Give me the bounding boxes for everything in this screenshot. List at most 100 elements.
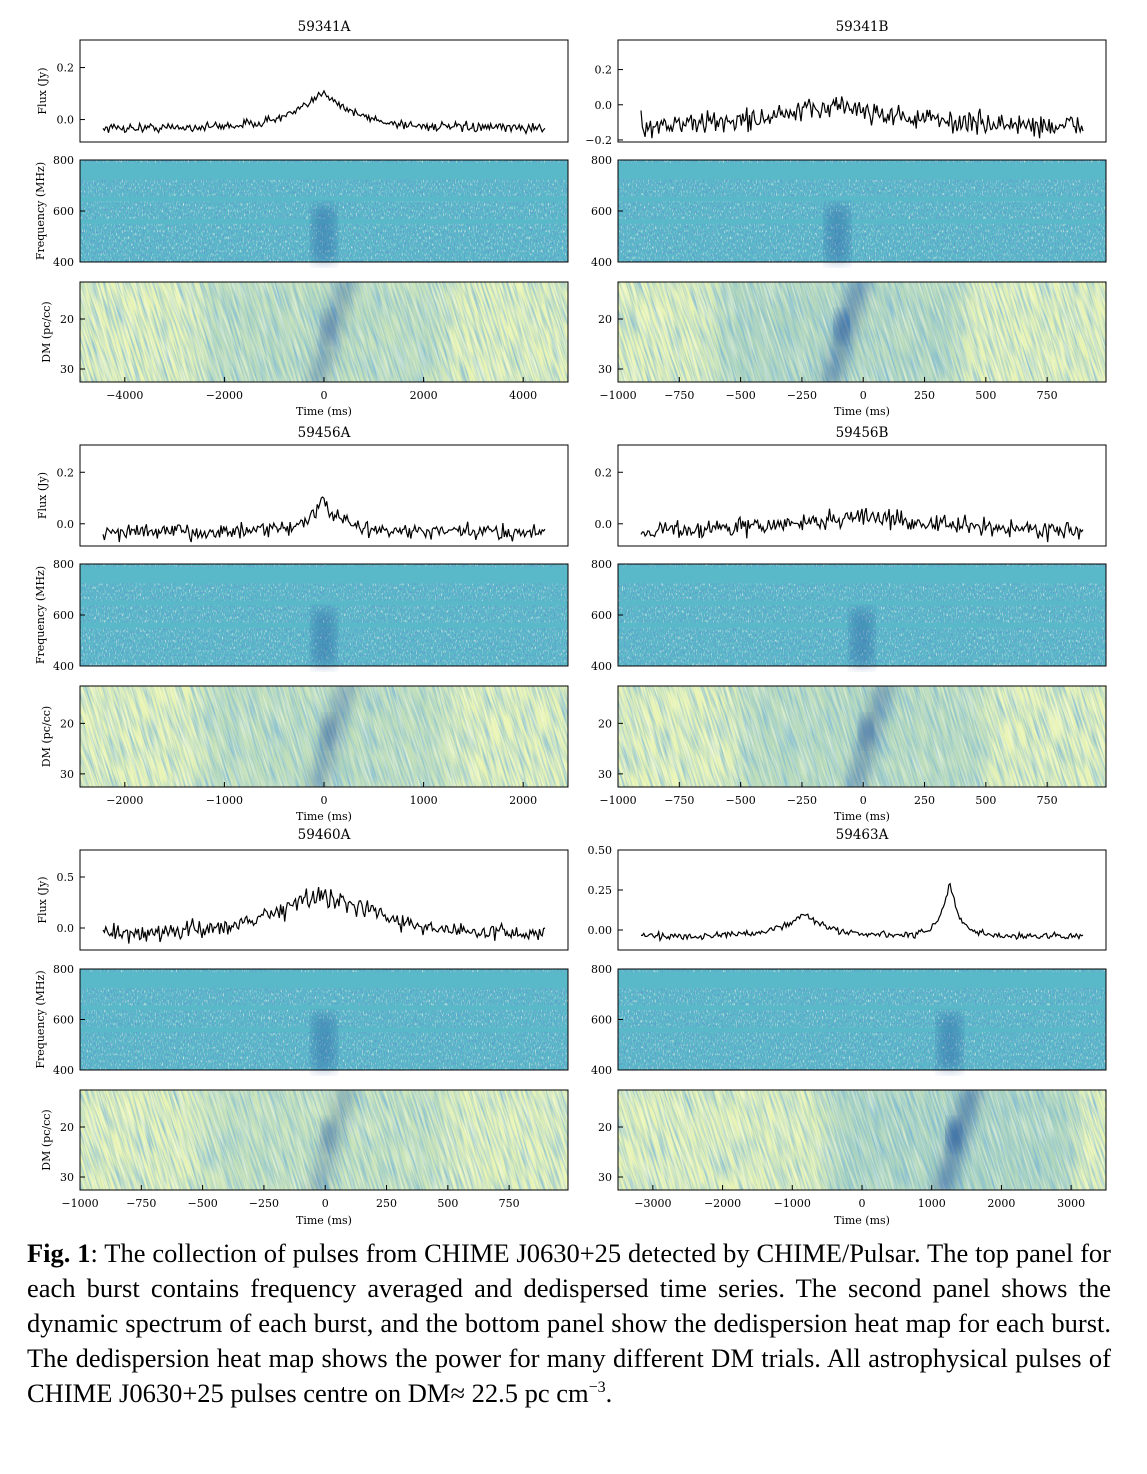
burst-59456A: 59456A 0.2 0.0 Flux (Jy) 800 600 400 Frequency … (34, 425, 569, 823)
flux-timeseries (641, 882, 1084, 943)
flux-panel: 0.2 0.0 Flux (Jy) (36, 39, 569, 143)
time-axis: −4000 −2000 0 2000 4000 Time (ms) (106, 377, 537, 418)
time-tick-label: −500 (726, 794, 756, 807)
dm-peak (321, 1119, 335, 1151)
time-tick-label: 0 (859, 1197, 866, 1210)
time-tick-label: −750 (664, 389, 694, 402)
dm-panel: 20 30 DM (pc/cc) (40, 685, 569, 788)
freq-tick-label: 600 (53, 609, 74, 622)
time-axis: −3000 −2000 −1000 0 1000 2000 3000 Time (ms) (634, 1185, 1085, 1227)
flux-tick-label: 0.50 (588, 844, 613, 857)
spectrum-masked-band (80, 1005, 568, 1010)
dm-tick-label: 30 (598, 1171, 612, 1184)
spectrum-masked-band (618, 163, 1106, 180)
spectrum-panel: 800 600 400 (591, 154, 1107, 269)
flux-tick-label: 0.2 (57, 466, 75, 479)
flux-axes-frame (617, 444, 1107, 547)
flux-panel: 0.2 0.0 (595, 444, 1107, 547)
freq-tick-label: 400 (591, 660, 612, 673)
dm-map (80, 282, 568, 382)
time-tick-label: −750 (664, 794, 694, 807)
dm-map (618, 686, 1106, 787)
time-tick-label: 500 (975, 389, 996, 402)
dm-tick-label: 30 (598, 768, 612, 781)
spectrum-masked-band (80, 163, 568, 180)
flux-timeseries (102, 89, 546, 135)
spectrum-burst (312, 1014, 336, 1070)
dm-panel: 20 30 DM (pc/cc) (40, 281, 569, 383)
freq-tick-label: 600 (53, 205, 74, 218)
burst-title: 59456B (836, 425, 889, 441)
time-tick-label: −2000 (206, 389, 243, 402)
time-xlabel: Time (ms) (834, 1214, 890, 1227)
time-tick-label: 250 (914, 794, 935, 807)
spectrum-burst (850, 609, 874, 666)
dm-map (80, 1090, 568, 1190)
burst-title: 59463A (836, 827, 889, 843)
flux-tick-label: 0.0 (57, 922, 75, 935)
flux-tick-label: 0.00 (588, 924, 613, 937)
time-axis: −2000 −1000 0 1000 2000 Time (ms) (106, 782, 537, 823)
freq-tick-label: 800 (591, 963, 612, 976)
dm-peak (859, 715, 873, 748)
flux-ylabel: Flux (Jy) (36, 67, 49, 114)
time-tick-label: −2000 (704, 1197, 741, 1210)
time-tick-label: −1000 (774, 1197, 811, 1210)
time-tick-label: 3000 (1057, 1197, 1085, 1210)
spectrum-masked-band (80, 567, 568, 584)
spectrum-masked-band (618, 600, 1106, 606)
flux-axes-frame (79, 444, 569, 547)
freq-tick-label: 400 (53, 256, 74, 269)
time-tick-label: −1000 (599, 389, 636, 402)
time-xlabel: Time (ms) (296, 810, 352, 823)
freq-tick-label: 800 (591, 558, 612, 571)
dm-tick-label: 30 (598, 363, 612, 376)
time-tick-label: −1000 (61, 1197, 98, 1210)
time-tick-label: 0 (322, 1197, 329, 1210)
burst-59341A: 59341A 0.2 0.0 Flux (Jy) 800 600 400 Frequency … (34, 19, 569, 418)
spectrum-panel: 800 600 400 (591, 558, 1107, 673)
time-axis: −1000 −750 −500 −250 0 250 500 750 Time (ms) (599, 782, 1058, 823)
time-tick-label: 750 (499, 1197, 520, 1210)
flux-tick-label: 0.2 (595, 466, 613, 479)
caption-text: : The collection of pulses from CHIME J0… (27, 1238, 1111, 1408)
spectrum-burst (825, 205, 850, 262)
time-tick-label: 2000 (987, 1197, 1015, 1210)
time-tick-label: 0 (860, 389, 867, 402)
spectrum-panel: 800 600 400 (591, 963, 1107, 1077)
time-tick-label: −250 (787, 794, 817, 807)
time-tick-label: 1000 (918, 1197, 946, 1210)
dm-tick-label: 20 (598, 313, 612, 326)
flux-tick-label: 0.0 (57, 518, 75, 531)
freq-tick-label: 600 (591, 1014, 612, 1027)
dm-tick-label: 20 (60, 313, 74, 326)
dm-tick-label: 20 (60, 1121, 74, 1134)
flux-axes-frame (617, 849, 1107, 951)
freq-tick-label: 400 (53, 1064, 74, 1077)
time-xlabel: Time (ms) (296, 405, 352, 418)
dm-map (618, 282, 1106, 382)
flux-tick-label: 0.0 (595, 99, 613, 112)
dm-tick-label: 30 (60, 1171, 74, 1184)
dm-streaks (618, 1090, 1106, 1190)
dm-tick-label: 20 (598, 717, 612, 730)
spectrum-panel: 800 600 400 Frequency (MHz) (34, 558, 569, 673)
dm-streak-light (618, 1090, 1106, 1190)
flux-timeseries (640, 507, 1084, 543)
freq-tick-label: 400 (591, 256, 612, 269)
flux-tick-label: 0.2 (595, 64, 613, 77)
freq-tick-label: 800 (53, 558, 74, 571)
spectrum-masked-band (80, 600, 568, 606)
flux-tick-label: 0.5 (57, 871, 75, 884)
time-tick-label: 1000 (410, 794, 438, 807)
dm-ylabel: DM (pc/cc) (40, 1109, 53, 1170)
spectrum-burst (312, 205, 336, 262)
spectrum-masked-band (618, 567, 1106, 584)
spectrum-panel: 800 600 400 Frequency (MHz) (34, 963, 569, 1077)
time-tick-label: −3000 (634, 1197, 671, 1210)
dm-streaks (618, 282, 1106, 382)
time-tick-label: 0 (860, 794, 867, 807)
spectrum-burst (937, 1014, 962, 1070)
